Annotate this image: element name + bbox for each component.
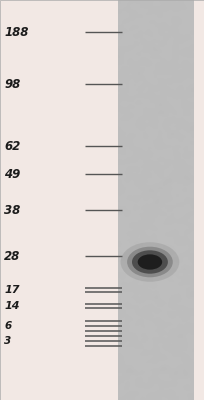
Bar (118, 0, 194, 400)
Text: 49: 49 (4, 168, 20, 180)
Bar (194, 0, 204, 400)
Text: 38: 38 (4, 204, 20, 216)
Ellipse shape (127, 247, 173, 277)
Text: 188: 188 (4, 26, 28, 38)
Text: 62: 62 (4, 140, 20, 152)
Bar (0, 0, 114, 400)
Ellipse shape (138, 254, 162, 270)
Text: 3: 3 (4, 336, 11, 346)
Ellipse shape (121, 242, 179, 282)
Text: 14: 14 (4, 301, 20, 311)
Text: 28: 28 (4, 250, 20, 262)
Text: 6: 6 (4, 321, 11, 331)
Text: 17: 17 (4, 285, 20, 295)
Ellipse shape (132, 250, 168, 274)
Text: 98: 98 (4, 78, 20, 90)
